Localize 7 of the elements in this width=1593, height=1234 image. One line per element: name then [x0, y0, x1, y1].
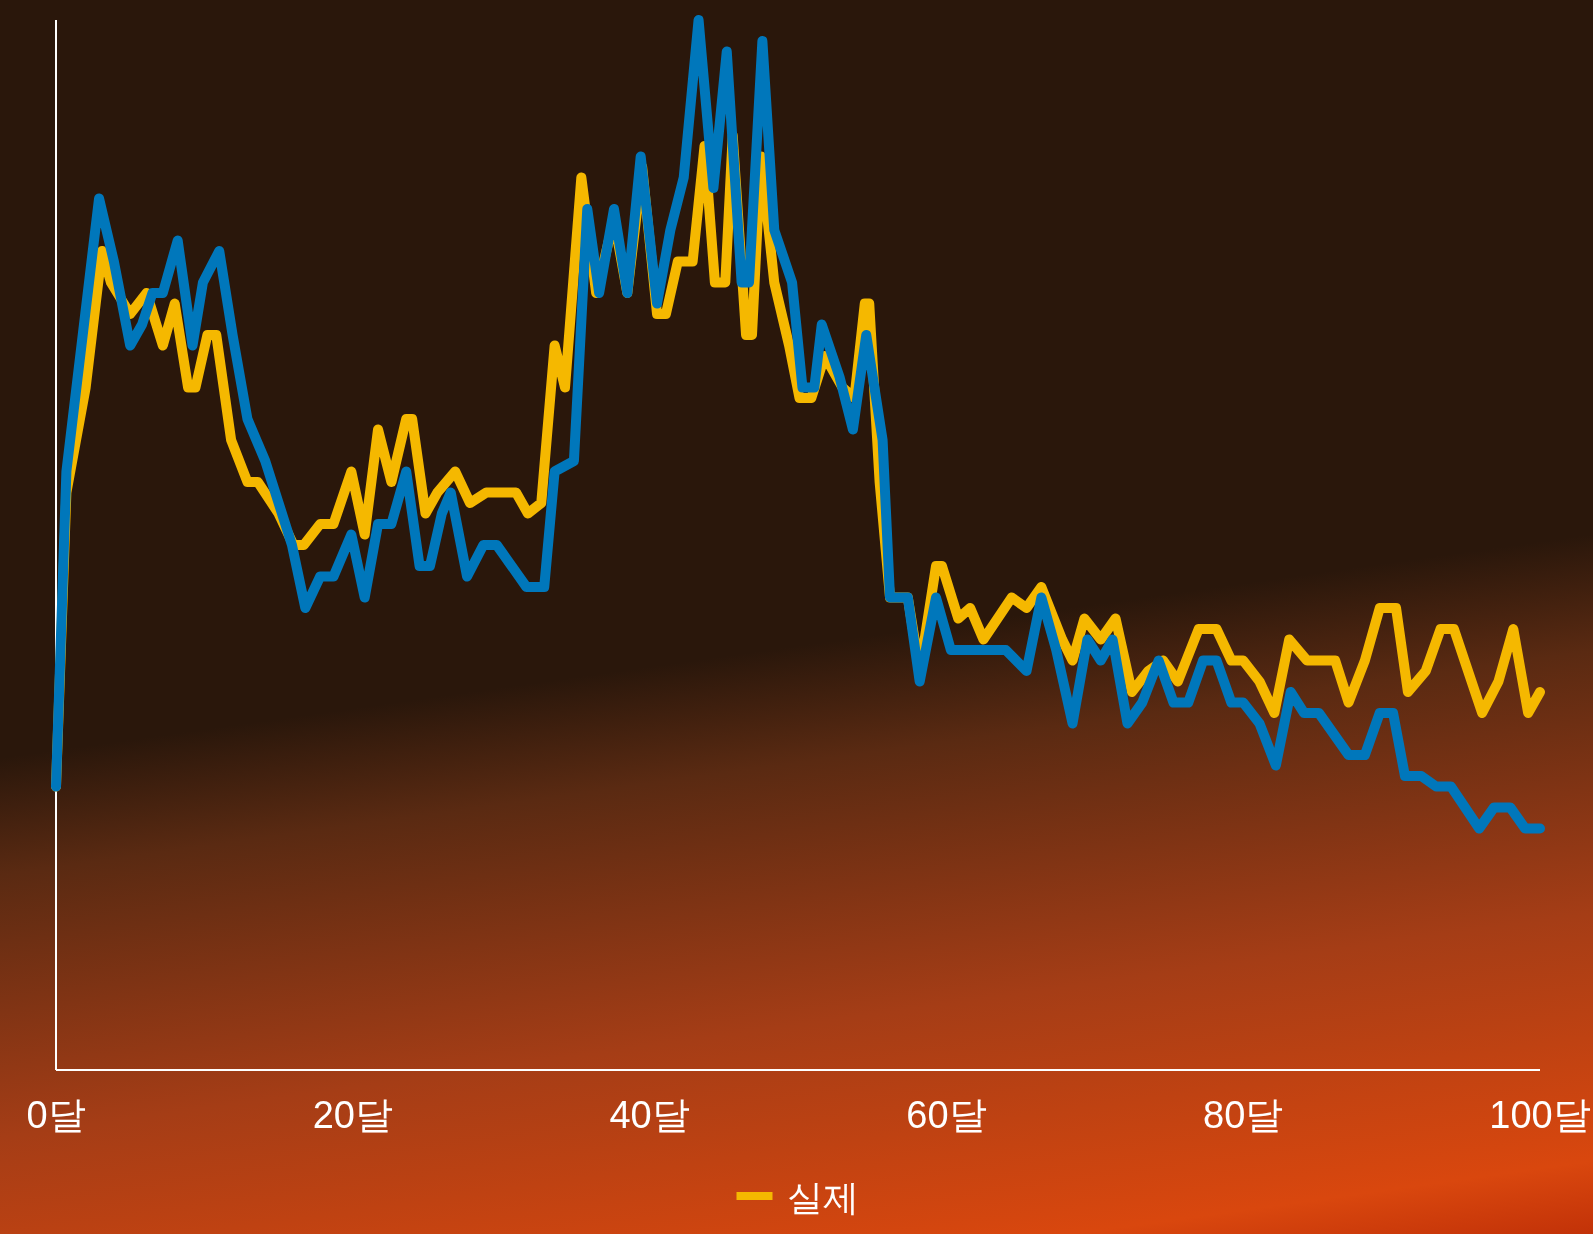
x-tick-label: 0달 [26, 1094, 86, 1136]
x-tick-label: 80달 [1203, 1094, 1284, 1136]
x-tick-label: 60달 [906, 1094, 987, 1136]
legend-label: 실제 [786, 1177, 859, 1218]
x-tick-label: 40달 [609, 1094, 690, 1136]
x-tick-label: 100달 [1489, 1094, 1591, 1136]
x-tick-label: 20달 [312, 1094, 393, 1136]
